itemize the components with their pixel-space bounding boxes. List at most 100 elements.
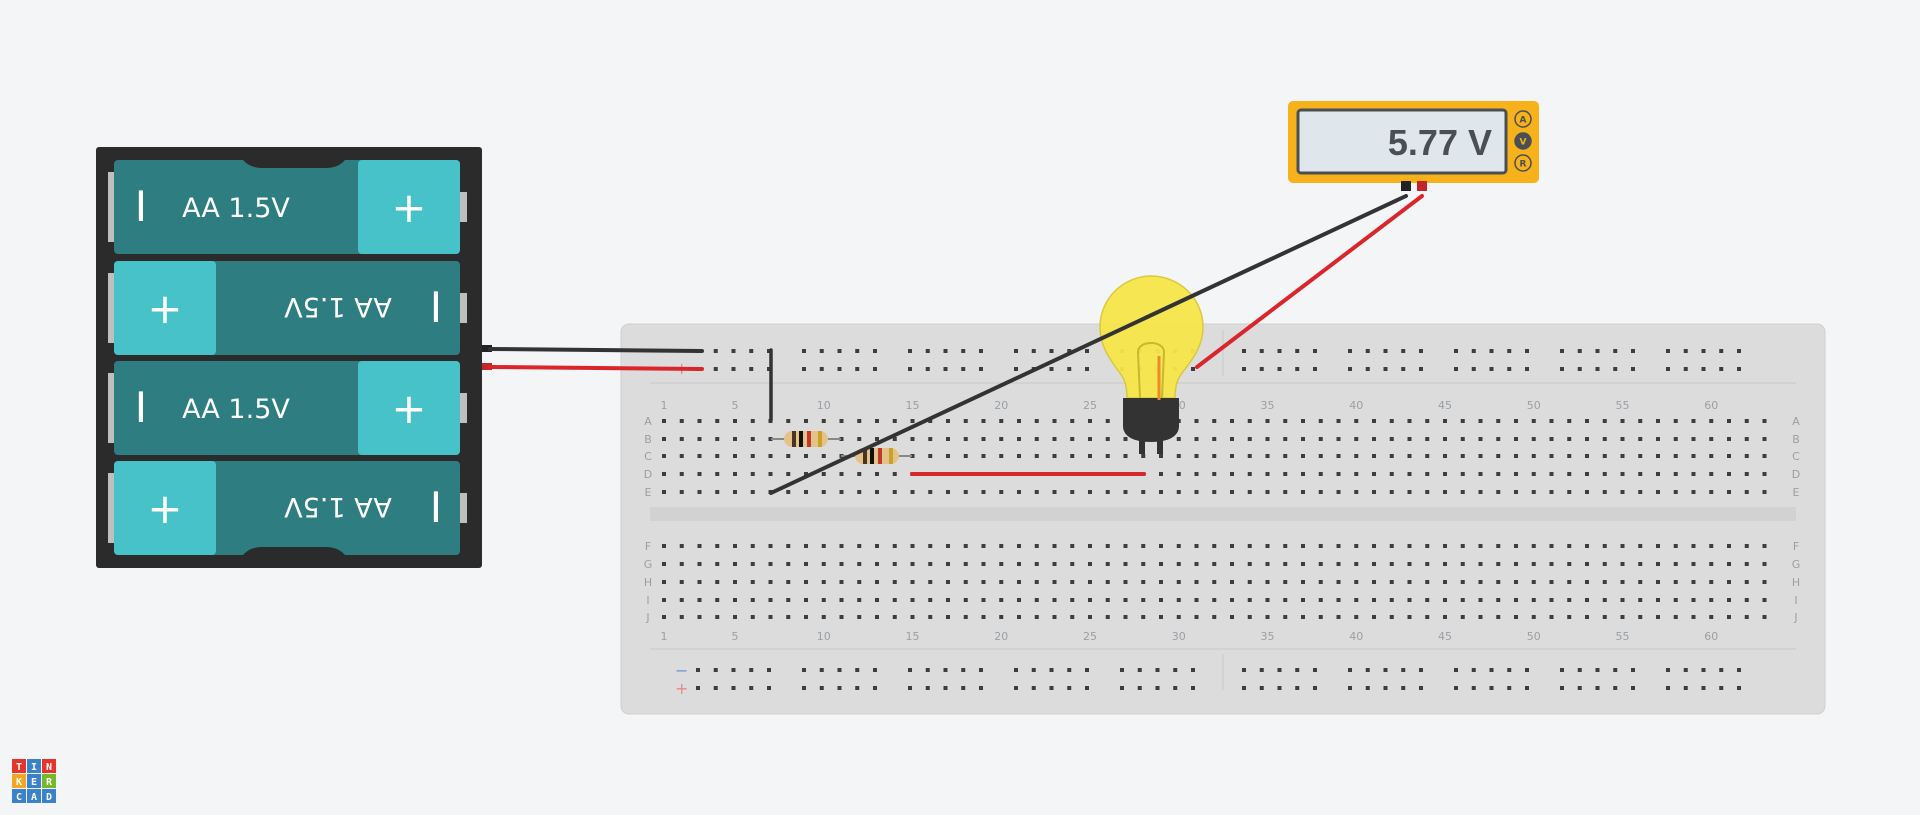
logo-letter-tile: E	[27, 774, 41, 788]
battery-cell-label: AA 1.5V	[284, 491, 392, 522]
column-number: 60	[1704, 399, 1718, 412]
probe-socket-red[interactable]	[1417, 181, 1427, 191]
bulb-pin-right	[1157, 440, 1163, 454]
row-letter: B	[644, 433, 652, 446]
row-letter: F	[645, 540, 651, 553]
column-number: 1	[661, 399, 668, 412]
battery-terminal-red[interactable]	[482, 363, 492, 370]
svg-text:D: D	[46, 792, 52, 803]
column-number: 35	[1261, 399, 1275, 412]
multimeter[interactable]: 5.77 V A V R	[1288, 101, 1539, 191]
column-number: 30	[1172, 630, 1186, 643]
multimeter-reading: 5.77 V	[1388, 122, 1492, 163]
column-number: 35	[1261, 630, 1275, 643]
row-labels: A AB BC CD DE EF FG GH HI IJ J	[644, 415, 1801, 624]
light-bulb[interactable]	[1099, 275, 1204, 454]
row-letter: J	[1793, 611, 1797, 624]
multimeter-screen	[1296, 108, 1508, 175]
row-letter: A	[1792, 415, 1800, 428]
resistor-1[interactable]	[771, 431, 841, 447]
battery-cell-label: AA 1.5V	[284, 291, 392, 322]
row-letter: H	[644, 576, 652, 589]
column-number: 5	[732, 630, 739, 643]
column-number: 50	[1527, 630, 1541, 643]
svg-text:T: T	[16, 762, 22, 773]
battery-cell[interactable]: + I AA 1.5V	[108, 261, 467, 355]
column-number: 55	[1616, 630, 1630, 643]
resistor-2[interactable]	[841, 448, 912, 464]
battery-plus-sign: +	[391, 384, 426, 433]
column-number: 50	[1527, 399, 1541, 412]
row-letter: F	[1793, 540, 1799, 553]
row-letter: J	[645, 611, 649, 624]
column-number: 55	[1616, 399, 1630, 412]
multimeter-mode-a[interactable]: A	[1514, 110, 1532, 128]
column-number: 15	[906, 399, 920, 412]
battery-holder-notch-bottom	[243, 547, 345, 555]
battery-plus-sign: +	[391, 183, 426, 232]
column-number: 10	[817, 630, 831, 643]
battery-cell[interactable]: + I AA 1.5V	[108, 461, 467, 555]
battery-minus-sign: I	[430, 283, 442, 332]
row-letter: H	[1792, 576, 1800, 589]
logo-letter-tile: D	[42, 789, 56, 803]
battery-plus-sign: +	[147, 284, 182, 333]
row-letter: E	[645, 486, 652, 499]
svg-text:N: N	[46, 762, 52, 773]
column-number: 45	[1438, 630, 1452, 643]
logo-letter-tile: K	[12, 774, 26, 788]
rail-minus-bottom: −	[675, 661, 688, 680]
column-number: 20	[994, 630, 1008, 643]
column-number: 40	[1349, 399, 1363, 412]
column-number: 45	[1438, 399, 1452, 412]
column-number: 15	[906, 630, 920, 643]
svg-text:K: K	[16, 777, 22, 788]
breadboard-holes[interactable]	[662, 349, 1767, 690]
battery-pack[interactable]: + I AA 1.5V + I AA 1.5V + I AA 1.5V + I AA 1.5V	[96, 147, 492, 568]
row-letter: I	[1794, 594, 1797, 607]
probe-socket-black[interactable]	[1401, 181, 1411, 191]
row-letter: E	[1793, 486, 1800, 499]
column-number: 25	[1083, 630, 1097, 643]
center-channel	[650, 507, 1796, 521]
row-letter: C	[644, 450, 652, 463]
battery-plus-sign: +	[147, 484, 182, 533]
multimeter-mode-v[interactable]: V	[1514, 132, 1532, 150]
row-letter: G	[1792, 558, 1801, 571]
svg-text:E: E	[31, 777, 37, 788]
battery-red-wire[interactable]	[488, 365, 704, 371]
logo-letter-tile: C	[12, 789, 26, 803]
logo-letter-tile: I	[27, 759, 41, 773]
logo-letter-tile: R	[42, 774, 56, 788]
svg-text:I: I	[31, 762, 37, 773]
bulb-filament	[1136, 342, 1166, 399]
multimeter-black-probe-wire[interactable]	[769, 194, 1408, 495]
multimeter-mode-r[interactable]: R	[1514, 154, 1532, 172]
tinkercad-logo[interactable]: T I N K E R C A D	[12, 759, 56, 803]
column-number: 10	[817, 399, 831, 412]
battery-cell-label: AA 1.5V	[182, 193, 290, 224]
column-number: 40	[1349, 630, 1363, 643]
logo-letter-tile: N	[42, 759, 56, 773]
battery-cell[interactable]: + I AA 1.5V	[108, 160, 467, 254]
battery-minus-sign: I	[430, 483, 442, 532]
column-number: 25	[1083, 399, 1097, 412]
column-number: 60	[1704, 630, 1718, 643]
svg-text:A: A	[31, 792, 37, 803]
battery-cell-label: AA 1.5V	[182, 394, 290, 425]
multimeter-red-probe-wire[interactable]	[1195, 194, 1424, 369]
battery-black-wire[interactable]	[488, 347, 704, 353]
column-labels-bottom: 1 5 10 15 20 25 30 35 40 45 50 55 60	[661, 630, 1719, 643]
svg-text:R: R	[46, 777, 53, 788]
row-letter: B	[1792, 433, 1800, 446]
battery-cell[interactable]: + I AA 1.5V	[108, 361, 467, 455]
column-number: 5	[732, 399, 739, 412]
svg-text:A: A	[1520, 116, 1527, 126]
logo-letter-tile: T	[12, 759, 26, 773]
battery-terminal-black[interactable]	[482, 345, 492, 352]
battery-holder-notch-top	[243, 160, 345, 168]
column-number: 1	[661, 630, 668, 643]
row-letter: D	[644, 468, 652, 481]
